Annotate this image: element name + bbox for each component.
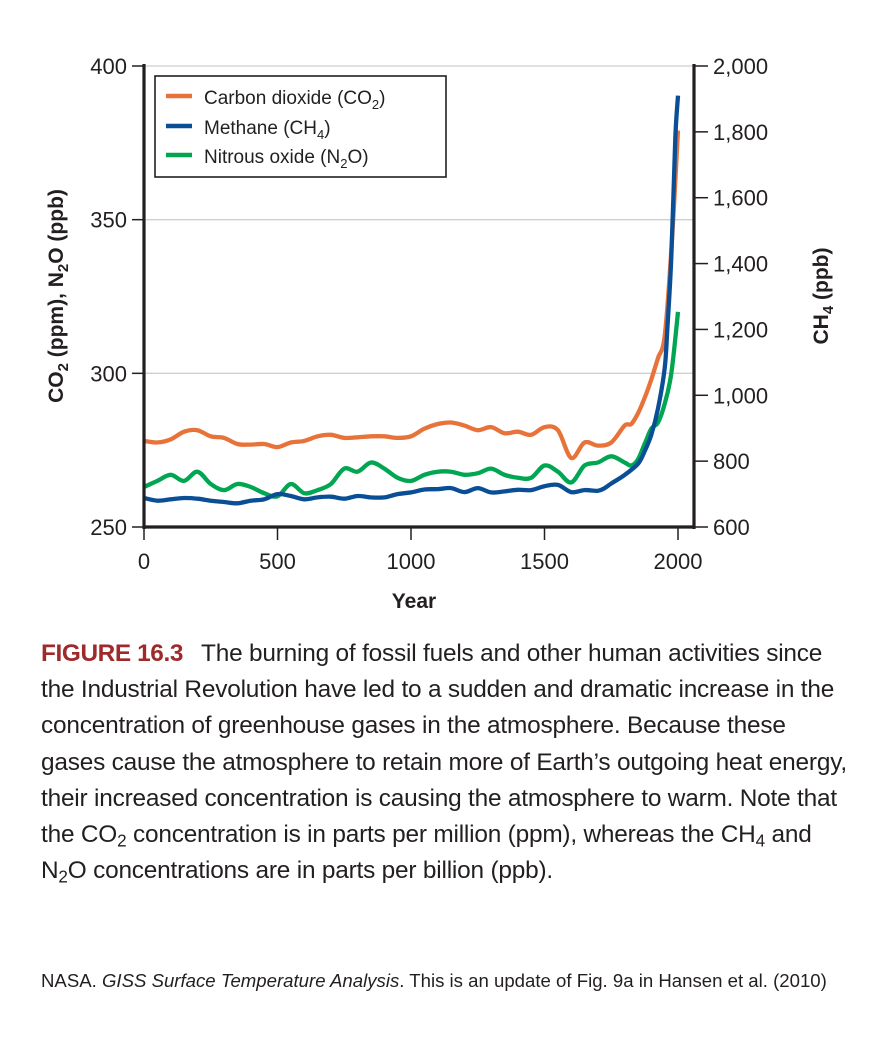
legend-item-n2o: Nitrous oxide (N2O) (166, 147, 369, 171)
x-axis-title: Year (392, 590, 436, 613)
series-methane-ch4 (143, 95, 681, 506)
left-tick-label-300: 300 (90, 361, 127, 386)
left-axis-title: CO2 (ppm), N2O (ppb) (45, 189, 72, 403)
figure-label: FIGURE 16.3 (41, 640, 183, 667)
legend-item-ch4: Methane (CH4) (166, 118, 331, 142)
left-tick-label-250: 250 (90, 515, 127, 540)
right-axis-title: CH4 (ppb) (810, 248, 837, 345)
series-layer (143, 95, 681, 506)
ghg-chart: 250 300 350 400 600 800 1,000 1,200 1,400 1,600 1… (45, 54, 837, 613)
x-axis-ticks: 0 500 1000 1500 2000 (138, 527, 703, 574)
legend-item-co2: Carbon dioxide (CO2) (166, 88, 385, 112)
right-tick-label-1400: 1,400 (713, 252, 768, 277)
x-tick-label-500: 500 (259, 549, 296, 574)
series-carbon-dioxide-co2 (143, 130, 681, 461)
x-tick-label-1000: 1000 (387, 549, 436, 574)
series-line-methane-ch4 (143, 95, 681, 506)
x-tick-label-2000: 2000 (654, 549, 703, 574)
right-tick-label-1800: 1,800 (713, 120, 768, 145)
right-tick-label-2000: 2,000 (713, 54, 768, 79)
figure-caption: FIGURE 16.3 The burning of fossil fuels a… (41, 640, 847, 887)
x-tick-label-1500: 1500 (520, 549, 569, 574)
left-axis-ticks: 250 300 350 400 (90, 54, 144, 540)
series-line-nitrous-oxide-n2o (143, 311, 681, 499)
legend-label-ch4: Methane (CH4) (204, 118, 331, 142)
legend-box (154, 75, 447, 178)
legend-label-n2o: Nitrous oxide (N2O) (204, 147, 369, 171)
right-tick-label-1200: 1,200 (713, 317, 768, 342)
gridlines (144, 65, 694, 374)
right-tick-label-600: 600 (713, 515, 750, 540)
right-tick-label-800: 800 (713, 449, 750, 474)
legend: Carbon dioxide (CO2) Methane (CH4) Nitro… (154, 75, 447, 178)
series-line-carbon-dioxide-co2 (143, 130, 681, 461)
left-tick-label-400: 400 (90, 54, 127, 79)
right-tick-label-1000: 1,000 (713, 383, 768, 408)
left-tick-label-350: 350 (90, 208, 127, 233)
figure-source: NASA. GISS Surface Temperature Analysis.… (41, 970, 827, 991)
x-tick-label-0: 0 (138, 549, 150, 574)
right-tick-label-1600: 1,600 (713, 186, 768, 211)
series-nitrous-oxide-n2o (143, 311, 681, 499)
legend-label-co2: Carbon dioxide (CO2) (204, 88, 385, 112)
right-axis-ticks: 600 800 1,000 1,200 1,400 1,600 1,800 2,000 (694, 54, 768, 540)
